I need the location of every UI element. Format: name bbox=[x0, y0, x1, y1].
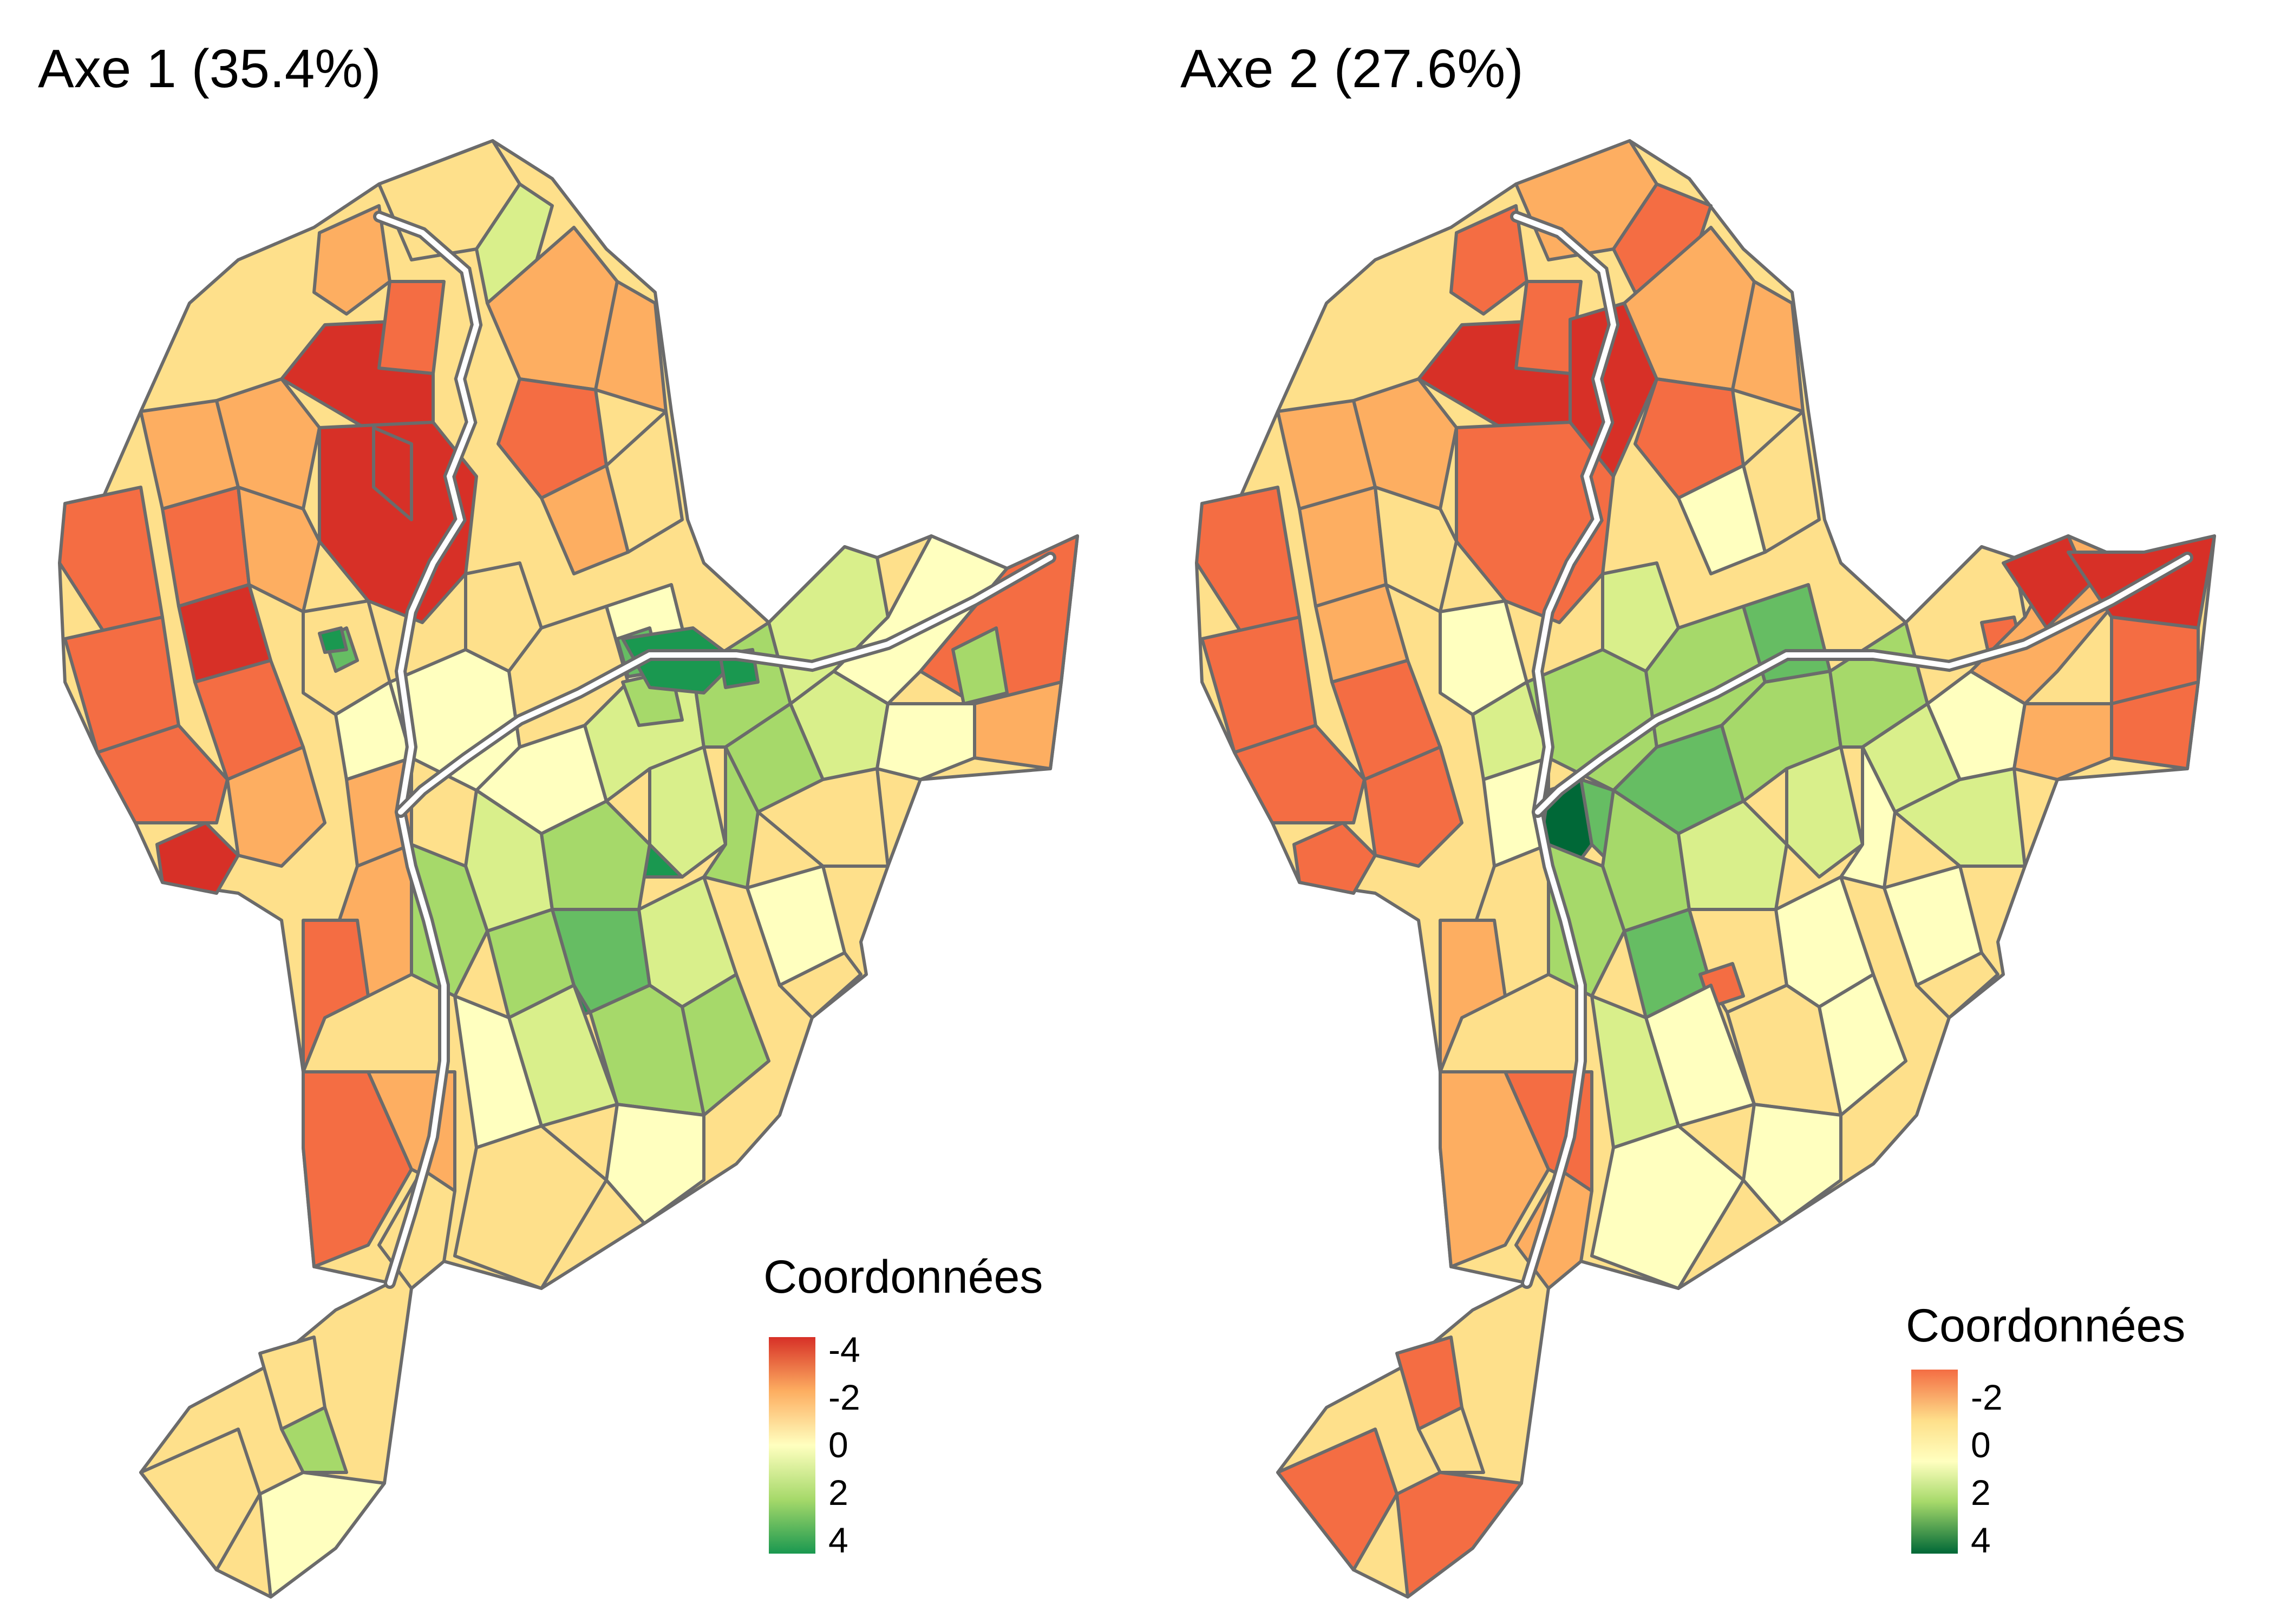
legend-tick-label: -4 bbox=[828, 1330, 860, 1370]
map-axe1-region bbox=[96, 724, 229, 824]
legend-tick-label: -2 bbox=[1971, 1377, 2003, 1417]
legend-tick-label: 2 bbox=[828, 1472, 848, 1512]
map-axe1-region bbox=[540, 464, 630, 575]
map-axe2-region bbox=[1839, 745, 1897, 889]
map-axe2-region bbox=[1439, 919, 1507, 1073]
legend-tick-label: 0 bbox=[1971, 1425, 1991, 1465]
legend-tick-label: 4 bbox=[1971, 1520, 1991, 1560]
map-axe1-region bbox=[475, 182, 554, 305]
map-axe1-region bbox=[258, 1471, 386, 1599]
legend-tick-label: -2 bbox=[828, 1377, 860, 1417]
map-axe1-region bbox=[875, 702, 976, 781]
legend-title-axe1: Coordonnées bbox=[763, 1251, 1043, 1303]
map-axe1-region bbox=[372, 426, 413, 521]
map-axe2-region bbox=[1677, 800, 1788, 911]
map-axe2-region bbox=[1893, 767, 2027, 868]
legend-colorbar-axe2 bbox=[1911, 1370, 1958, 1554]
legend-tick-label: 4 bbox=[828, 1520, 848, 1560]
map-axe2-region bbox=[2012, 702, 2113, 781]
map-axe1-region bbox=[302, 919, 370, 1073]
legend-tick-label: 2 bbox=[1971, 1472, 1991, 1512]
map-axe1-region bbox=[237, 486, 321, 613]
map-axe1-region bbox=[280, 1406, 348, 1474]
map-axe2-region bbox=[1590, 1124, 1745, 1290]
panel-title-axe1: Axe 1 (35.4%) bbox=[38, 38, 381, 99]
map-axe1-region bbox=[215, 377, 321, 510]
map-axe2-region bbox=[1395, 1471, 1523, 1599]
map-axe1-region bbox=[594, 280, 668, 413]
map-axe1-region bbox=[318, 626, 348, 654]
map-axe1-region bbox=[648, 745, 727, 879]
panel-title-axe2: Axe 2 (27.6%) bbox=[1180, 38, 1524, 99]
legend-tick-label: 0 bbox=[828, 1425, 848, 1465]
map-axe2-region bbox=[1785, 745, 1864, 879]
map-axe1-region bbox=[312, 204, 391, 316]
map-axe2-region bbox=[1677, 464, 1767, 575]
legend-title-axe2: Coordonnées bbox=[1906, 1300, 2186, 1352]
legend-colorbar-axe1 bbox=[769, 1337, 815, 1554]
map-axe1-region bbox=[702, 745, 760, 889]
map-axe2-rivers bbox=[1510, 211, 2193, 1289]
map-axe2-region bbox=[1292, 821, 1377, 895]
map-axe1-region bbox=[377, 280, 446, 375]
map-axe2-region bbox=[1352, 377, 1458, 510]
map-axe1-rivers bbox=[373, 211, 1056, 1289]
map-axe2-region bbox=[1915, 951, 1999, 1019]
map-axe1-region bbox=[155, 821, 240, 895]
map-axe1 bbox=[58, 139, 1079, 1599]
map-axe1-region bbox=[226, 745, 326, 868]
map-axe1-region bbox=[540, 800, 651, 911]
map-axe2-region bbox=[1742, 1103, 1842, 1225]
map-axe1-region bbox=[318, 421, 478, 624]
map-axe2-region bbox=[1449, 204, 1528, 316]
map-axe2-region bbox=[1417, 1406, 1485, 1474]
map-axe2-region bbox=[1363, 745, 1463, 868]
map-axe1-region bbox=[756, 767, 890, 868]
map-axe1-region bbox=[951, 626, 1009, 705]
map-axe2-region bbox=[1731, 280, 1805, 413]
map-axe1-region bbox=[778, 951, 862, 1019]
map-axe2 bbox=[1195, 139, 2216, 1599]
map-axe2-region bbox=[1374, 486, 1458, 613]
map-axe1-region bbox=[605, 1103, 705, 1225]
map-axe1-region bbox=[453, 1124, 608, 1290]
map-axe2-region bbox=[1233, 724, 1366, 824]
